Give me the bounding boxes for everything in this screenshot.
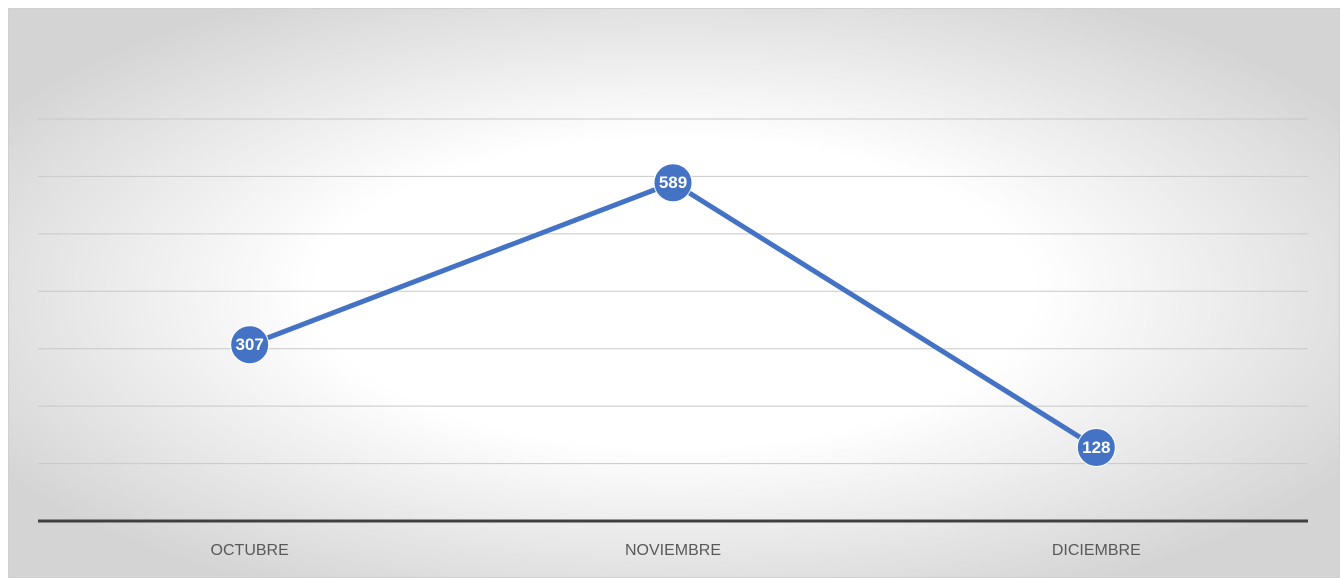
x-tick-label: OCTUBRE [211, 542, 289, 559]
data-label: 307 [235, 335, 263, 354]
data-marker [653, 163, 693, 203]
x-tick-label: DICIEMBRE [1052, 542, 1141, 559]
data-label: 128 [1082, 438, 1110, 457]
data-label: 589 [659, 173, 687, 192]
data-marker [1076, 427, 1116, 467]
x-tick-label: NOVIEMBRE [625, 542, 721, 559]
data-marker [230, 325, 270, 365]
chart-background [8, 8, 1340, 578]
